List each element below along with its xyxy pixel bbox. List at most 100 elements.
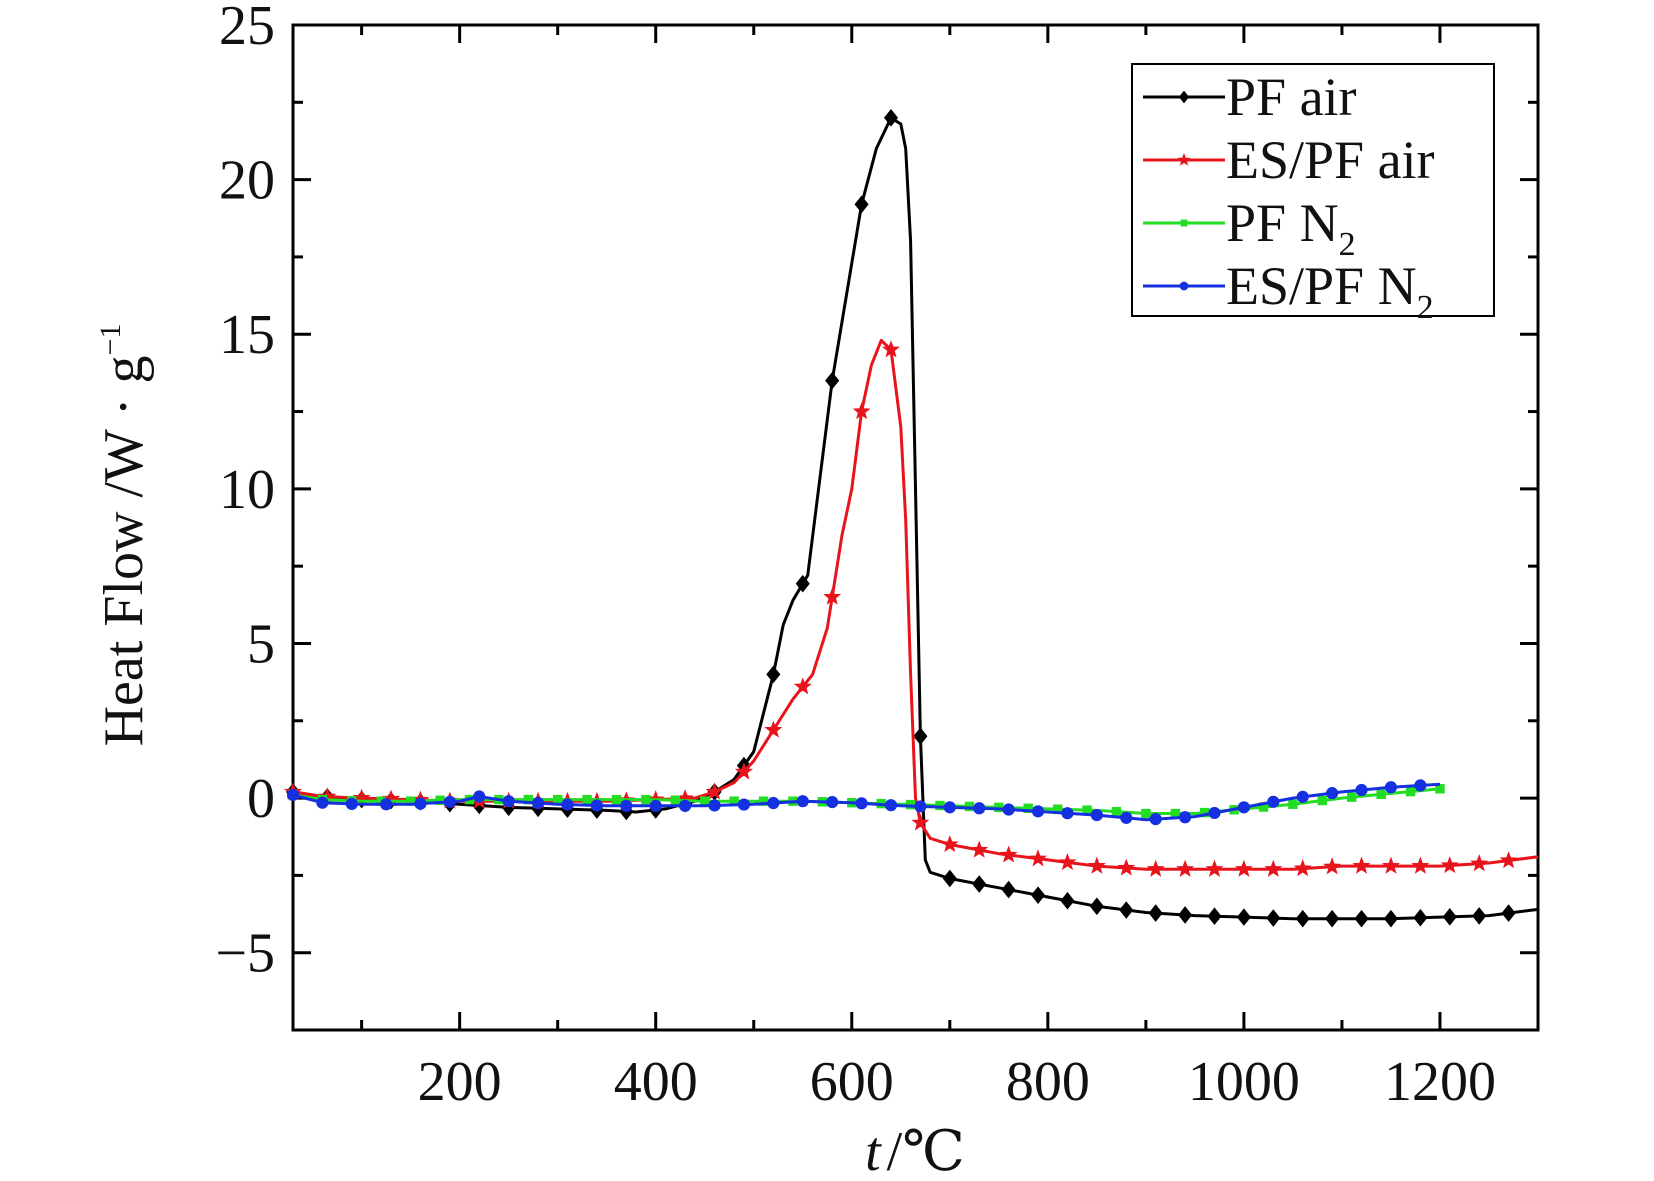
data-point-marker [1293, 859, 1312, 877]
x-tick-label: 800 [1006, 1051, 1090, 1113]
data-point-marker [1001, 880, 1016, 899]
data-point-marker [708, 799, 721, 812]
data-point-marker [1058, 852, 1077, 871]
data-point-marker [1413, 908, 1428, 927]
data-point-marker [1266, 909, 1281, 927]
data-point-marker [1146, 859, 1165, 877]
data-point-marker [414, 797, 427, 810]
legend-label: ES/PF N2 [1226, 256, 1434, 326]
data-point-marker [345, 797, 358, 810]
y-tick-label: 0 [247, 768, 275, 830]
data-point-marker [1234, 859, 1253, 877]
data-point-marker [1376, 789, 1386, 800]
data-point-marker [942, 869, 957, 888]
data-point-marker [883, 108, 899, 127]
legend-item: ES/PF air [1143, 130, 1435, 190]
data-point-marker [1352, 856, 1371, 874]
data-point-marker [582, 794, 592, 805]
x-tick-label: 1000 [1188, 1051, 1300, 1113]
data-point-marker [700, 796, 710, 806]
data-point-marker [1470, 854, 1489, 872]
data-point-marker [796, 795, 809, 808]
data-point-marker [443, 795, 456, 808]
data-point-marker [1381, 856, 1400, 874]
data-point-marker [1087, 856, 1106, 874]
data-point-marker [1205, 859, 1224, 877]
data-point-marker [531, 796, 545, 810]
data-point-marker [1031, 805, 1045, 818]
legend-swatch-marker [1177, 152, 1191, 166]
data-point-marker [823, 587, 842, 605]
series-es-pf-n2 [286, 779, 1441, 826]
x-tick-label: 400 [614, 1051, 698, 1113]
data-point-marker [1176, 859, 1195, 877]
data-point-marker [1347, 792, 1357, 802]
data-point-marker [999, 845, 1018, 863]
y-tick-label: 20 [219, 150, 275, 212]
data-point-marker [1499, 851, 1518, 869]
data-point-marker [793, 677, 812, 695]
data-point-marker [561, 798, 574, 811]
data-point-marker [1317, 795, 1328, 806]
data-point-marker [913, 727, 928, 746]
data-point-marker [734, 762, 753, 780]
data-point-marker [764, 720, 783, 738]
data-point-marker [766, 665, 781, 684]
data-point-marker [1120, 811, 1133, 824]
legend-label: ES/PF air [1226, 130, 1435, 190]
data-point-marker [1030, 886, 1046, 904]
data-point-marker [972, 875, 987, 893]
x-tick-label: 1200 [1384, 1051, 1496, 1113]
legend-swatch-marker [1178, 90, 1190, 104]
data-point-marker [911, 813, 930, 831]
data-point-marker [1141, 808, 1151, 819]
data-point-marker [1178, 906, 1193, 924]
data-point-marker [1442, 908, 1457, 926]
data-point-marker [1023, 803, 1033, 813]
data-point-marker [1411, 856, 1430, 874]
y-tick-label: 10 [219, 459, 275, 521]
plot-frame [291, 23, 1540, 1032]
data-point-marker [1355, 783, 1368, 797]
data-point-marker [1208, 806, 1221, 820]
data-point-marker [590, 799, 603, 812]
legend-box [1131, 63, 1495, 317]
data-point-marker [502, 795, 515, 808]
data-point-marker [1149, 813, 1162, 826]
data-point-marker [1384, 781, 1398, 794]
data-point-marker [641, 794, 651, 805]
data-point-marker [1236, 908, 1251, 926]
data-point-marker [1089, 897, 1104, 916]
data-point-marker [1237, 801, 1251, 814]
legend-item: PF air [1143, 67, 1357, 127]
data-point-marker [1111, 806, 1122, 817]
legend-label: PF air [1226, 67, 1357, 127]
data-point-marker [854, 195, 869, 214]
y-tick-label: 15 [219, 304, 275, 366]
y-tick-label: 5 [247, 613, 275, 675]
data-point-marker [552, 794, 563, 805]
data-point-marker [1090, 808, 1103, 822]
data-point-marker [852, 402, 871, 420]
data-point-marker [1061, 807, 1074, 820]
data-point-marker [1295, 909, 1310, 928]
data-point-marker [940, 835, 959, 853]
data-point-marker [473, 790, 486, 803]
data-point-marker [1029, 849, 1047, 867]
data-point-marker [1178, 811, 1192, 824]
data-point-marker [795, 574, 810, 593]
data-point-marker [1472, 907, 1487, 925]
data-point-marker [611, 794, 622, 805]
data-point-marker [316, 796, 329, 809]
data-point-marker [1325, 909, 1340, 928]
data-point-marker [884, 799, 898, 812]
data-point-marker [1207, 907, 1222, 926]
data-point-marker [943, 801, 956, 814]
data-point-marker [649, 799, 662, 812]
x-tick-label: 600 [810, 1051, 894, 1113]
data-point-marker [914, 800, 927, 813]
data-point-marker [1354, 909, 1369, 928]
data-point-marker [1383, 909, 1398, 928]
y-tick-label: −5 [215, 923, 275, 985]
